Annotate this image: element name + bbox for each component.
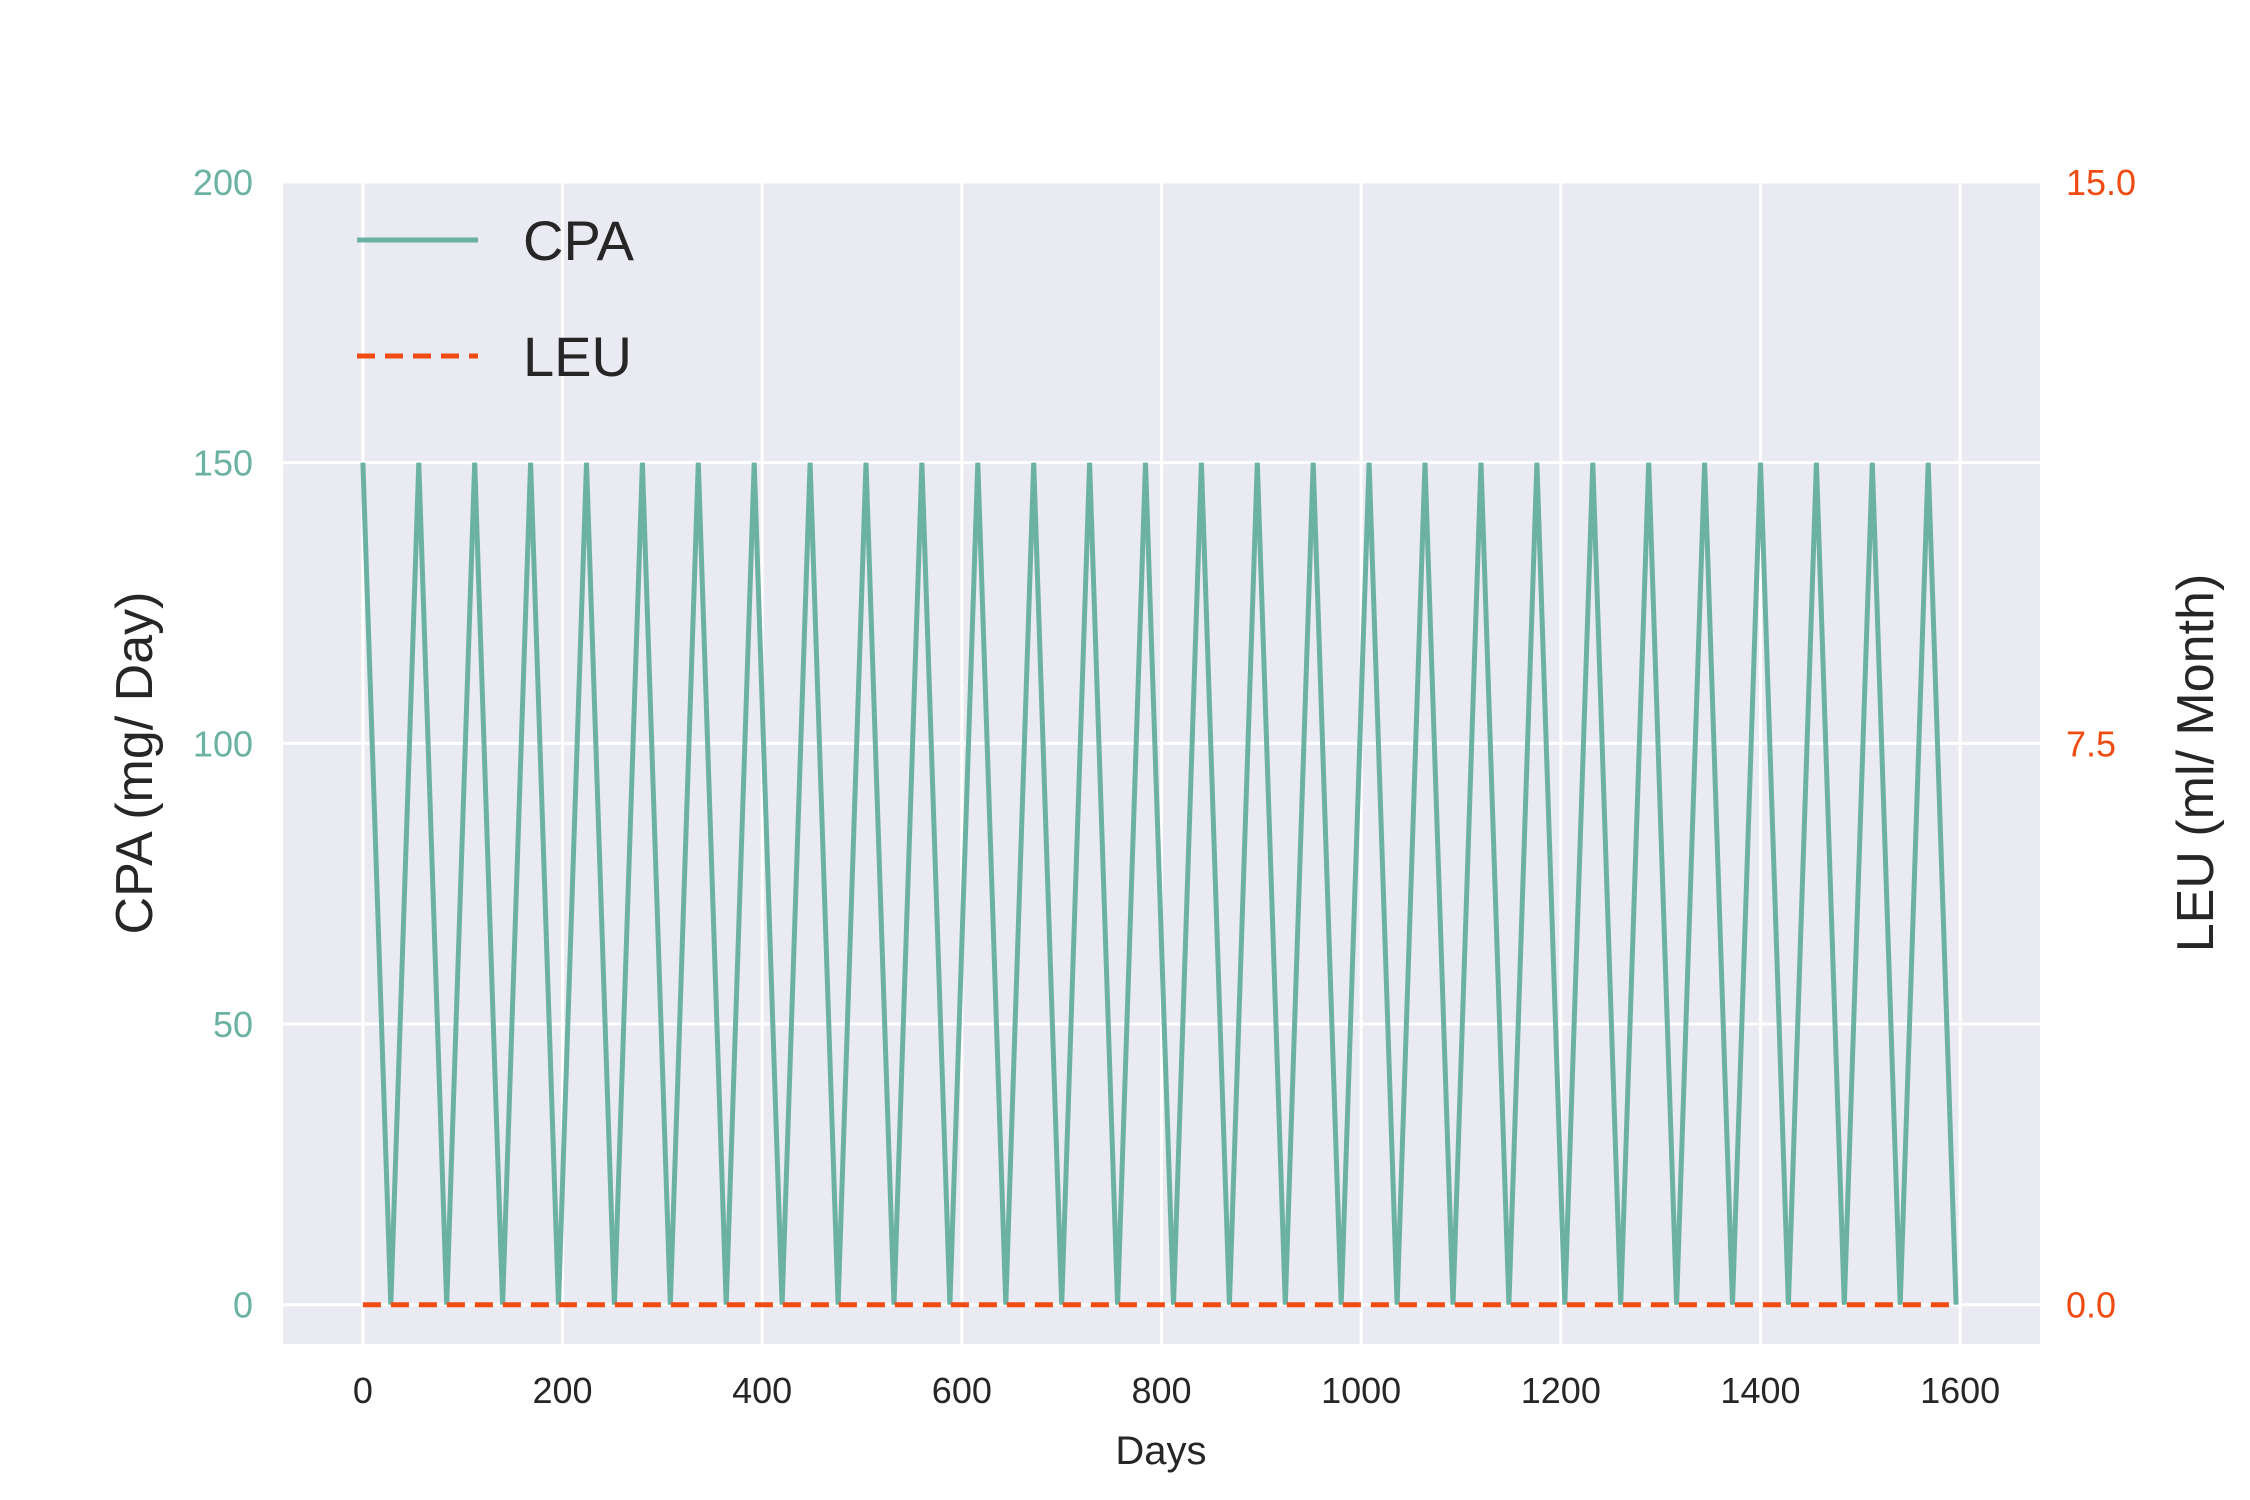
x-tick-label: 0: [353, 1370, 373, 1411]
x-tick-label: 600: [932, 1370, 992, 1411]
left-tick-label: 150: [193, 443, 253, 484]
series-cpa-line: [360, 462, 1959, 1305]
x-tick-label: 400: [732, 1370, 792, 1411]
legend-cpa-label: CPA: [523, 209, 635, 272]
left-tick-label: 0: [233, 1285, 253, 1326]
x-tick-label: 200: [532, 1370, 592, 1411]
x-axis-label: Days: [1115, 1429, 1206, 1473]
left-tick-label: 200: [193, 162, 253, 203]
x-tick-label: 800: [1131, 1370, 1191, 1411]
right-tick-label: 0.0: [2066, 1285, 2116, 1326]
left-tick-label: 50: [213, 1004, 253, 1045]
left-tick-labels: 0 50 100 150 200: [193, 162, 253, 1326]
x-tick-label: 1000: [1321, 1370, 1401, 1411]
x-tick-labels: 0 200 400 600 800 1000 1200 1400 1600: [353, 1370, 2000, 1411]
left-tick-label: 100: [193, 723, 253, 764]
x-tick-label: 1400: [1720, 1370, 1800, 1411]
left-axis-label: CPA (mg/ Day): [106, 592, 164, 935]
right-axis-label: LEU (ml/ Month): [2167, 574, 2225, 953]
right-tick-label: 7.5: [2066, 723, 2116, 764]
series-layer: [360, 462, 1959, 1308]
legend: CPA LEU: [357, 209, 635, 388]
right-tick-label: 15.0: [2066, 162, 2136, 203]
x-tick-label: 1200: [1521, 1370, 1601, 1411]
legend-leu-label: LEU: [523, 325, 632, 388]
right-tick-labels: 0.0 7.5 15.0: [2066, 162, 2136, 1326]
x-tick-label: 1600: [1920, 1370, 2000, 1411]
